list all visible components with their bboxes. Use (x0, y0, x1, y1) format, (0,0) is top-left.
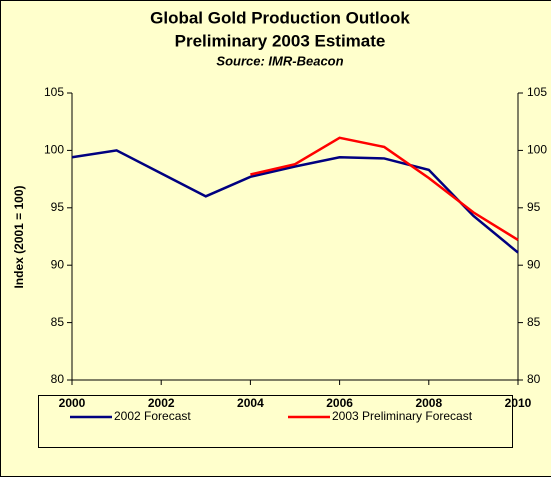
chart-title: Global Gold Production Outlook (150, 8, 410, 27)
x-tick-label: 2006 (326, 396, 353, 410)
x-tick-label: 2008 (415, 396, 442, 410)
x-tick-label: 2010 (505, 396, 532, 410)
y-tick-label: 100 (44, 143, 64, 157)
y-tick-label: 90 (51, 257, 65, 271)
y-tick-label: 95 (51, 200, 65, 214)
legend-label: 2003 Preliminary Forecast (332, 409, 473, 423)
x-tick-label: 2004 (237, 396, 264, 410)
y-tick-label: 85 (51, 315, 65, 329)
legend-box (38, 395, 513, 448)
y2-tick-label: 85 (527, 315, 541, 329)
x-tick-label: 2002 (148, 396, 175, 410)
y2-tick-label: 95 (527, 200, 541, 214)
chart-subtitle: Preliminary 2003 Estimate (175, 31, 386, 50)
y2-tick-label: 90 (527, 257, 541, 271)
series-line (71, 149, 519, 254)
y2-tick-label: 80 (527, 372, 541, 386)
series-line (250, 136, 519, 242)
chart-source: Source: IMR-Beacon (216, 53, 343, 68)
y-axis-label: Index (2001 = 100) (12, 185, 26, 288)
y-tick-label: 105 (44, 85, 64, 99)
legend-label: 2002 Forecast (114, 409, 191, 423)
y-tick-label: 80 (51, 372, 65, 386)
y2-tick-label: 100 (527, 143, 547, 157)
x-tick-label: 2000 (59, 396, 86, 410)
y2-tick-label: 105 (527, 85, 547, 99)
